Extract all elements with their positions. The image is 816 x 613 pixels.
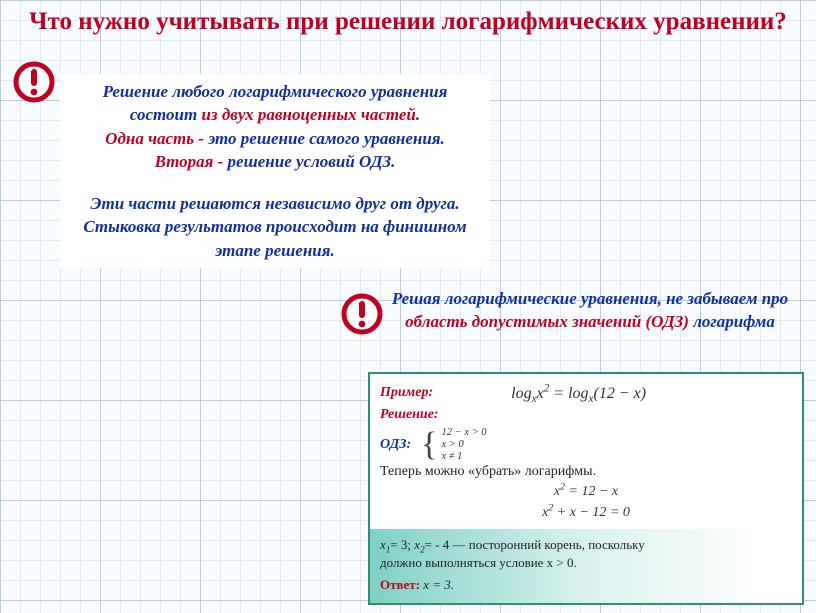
brace-icon: { <box>421 428 437 462</box>
odz-system: { 12 − x > 0 x > 0 x ≠ 1 <box>421 427 486 462</box>
now-remove-logs: Теперь можно «убрать» логарифмы. <box>380 462 792 482</box>
exclamation-icon <box>12 60 56 104</box>
b1-line3a: Одна часть - <box>105 129 208 148</box>
b1-line2c: . <box>416 105 420 124</box>
answer-band: x1= 3; x2= - 4 — посторонний корень, пос… <box>370 529 802 603</box>
b1-line4a: Вторая - <box>155 152 228 171</box>
root1-prefix: x1 <box>380 537 390 552</box>
root2-prefix: x2 <box>414 537 424 552</box>
b2-t1: Решая логарифмические уравнения, не забы… <box>392 289 788 308</box>
odz-cond-3: x ≠ 1 <box>441 451 486 463</box>
b1-line3b: это решение самого уравнения. <box>208 129 445 148</box>
root1-val: = 3; <box>390 537 414 552</box>
label-solution: Решение: <box>380 405 792 425</box>
b1-line2b: из двух равноценных частей <box>202 105 416 124</box>
b2-t3: логарифма <box>693 312 775 331</box>
example-equation: logxx2 = logx(12 − x) <box>511 382 646 405</box>
root2-val: = - 4 — посторонний корень, поскольку <box>425 537 645 552</box>
exclamation-icon <box>340 292 384 336</box>
label-example: Пример: <box>380 383 433 403</box>
b1-line2a: состоит <box>130 105 202 124</box>
math-line-2: x2 + x − 12 = 0 <box>380 503 792 523</box>
roots-line2: должно выполняться условие x > 0. <box>380 554 792 572</box>
first-info-block: Решение любого логарифмического уравнени… <box>60 74 490 268</box>
label-odz: ОДЗ: <box>380 435 411 455</box>
odz-cond-2: x > 0 <box>441 439 486 451</box>
odz-cond-1: 12 − x > 0 <box>441 427 486 439</box>
b1-line1: Решение любого логарифмического уравнени… <box>103 82 448 101</box>
b2-t2: область допустимых значений (ОДЗ) <box>405 312 693 331</box>
page-title: Что нужно учитывать при решении логарифм… <box>0 0 816 37</box>
answer-value: x = 3. <box>420 577 454 592</box>
b1-line4b: решение условий ОДЗ. <box>228 152 396 171</box>
label-answer: Ответ: <box>380 577 420 592</box>
b1-line5: Эти части решаются независимо друг от др… <box>68 192 482 262</box>
math-line-1: x2 = 12 − x <box>380 482 792 502</box>
second-info-block: Решая логарифмические уравнения, не забы… <box>380 284 800 338</box>
example-box: Пример: logxx2 = logx(12 − x) Решение: О… <box>368 372 804 605</box>
